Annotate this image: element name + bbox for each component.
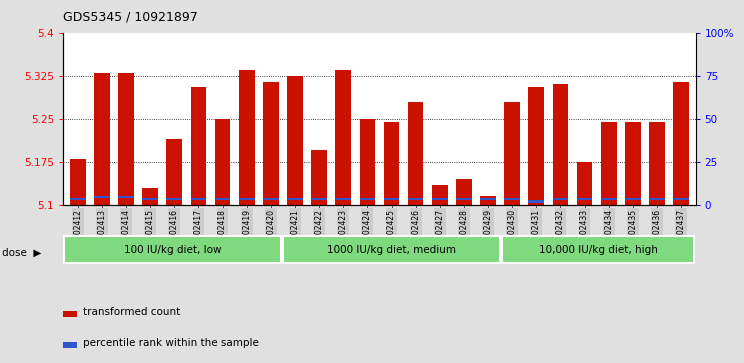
- Bar: [553, 198, 568, 200]
- Bar: [577, 198, 592, 200]
- Bar: [432, 198, 448, 200]
- Bar: [359, 119, 375, 205]
- Bar: [601, 122, 617, 205]
- Bar: [167, 198, 182, 200]
- Bar: [650, 198, 665, 200]
- Bar: [336, 198, 351, 200]
- Bar: [239, 70, 254, 205]
- Bar: [142, 198, 158, 200]
- Bar: [601, 198, 617, 200]
- Bar: [142, 188, 158, 205]
- Bar: [190, 198, 206, 200]
- FancyBboxPatch shape: [65, 236, 281, 264]
- Text: transformed count: transformed count: [83, 307, 181, 317]
- Bar: [432, 185, 448, 205]
- Bar: [408, 198, 423, 200]
- Bar: [63, 311, 77, 317]
- FancyBboxPatch shape: [502, 236, 694, 264]
- Bar: [673, 82, 689, 205]
- Bar: [118, 196, 134, 198]
- Bar: [63, 342, 77, 348]
- Bar: [528, 87, 544, 205]
- Text: dose  ▶: dose ▶: [2, 247, 42, 257]
- Bar: [94, 196, 109, 198]
- Text: percentile rank within the sample: percentile rank within the sample: [83, 338, 260, 348]
- Bar: [118, 73, 134, 205]
- Bar: [359, 198, 375, 200]
- Bar: [287, 198, 303, 200]
- Bar: [504, 198, 520, 200]
- Bar: [456, 179, 472, 205]
- Text: 1000 IU/kg diet, medium: 1000 IU/kg diet, medium: [327, 245, 456, 254]
- Bar: [336, 70, 351, 205]
- Bar: [384, 198, 400, 200]
- Bar: [287, 76, 303, 205]
- Bar: [456, 198, 472, 200]
- Bar: [263, 198, 279, 200]
- Bar: [625, 122, 641, 205]
- Bar: [311, 198, 327, 200]
- Bar: [94, 73, 109, 205]
- FancyBboxPatch shape: [283, 236, 500, 264]
- Bar: [480, 198, 496, 200]
- Text: 100 IU/kg diet, low: 100 IU/kg diet, low: [124, 245, 222, 254]
- Bar: [215, 119, 231, 205]
- Bar: [673, 198, 689, 200]
- Bar: [70, 198, 86, 200]
- Bar: [190, 87, 206, 205]
- Bar: [384, 122, 400, 205]
- Bar: [263, 82, 279, 205]
- Bar: [625, 198, 641, 200]
- Bar: [577, 162, 592, 205]
- Bar: [504, 102, 520, 205]
- Bar: [70, 159, 86, 205]
- Bar: [553, 84, 568, 205]
- Bar: [311, 151, 327, 205]
- Text: 10,000 IU/kg diet, high: 10,000 IU/kg diet, high: [539, 245, 658, 254]
- Bar: [239, 198, 254, 200]
- Bar: [528, 200, 544, 203]
- Text: GDS5345 / 10921897: GDS5345 / 10921897: [63, 11, 198, 24]
- Bar: [650, 122, 665, 205]
- Bar: [167, 139, 182, 205]
- Bar: [215, 198, 231, 200]
- Bar: [480, 196, 496, 205]
- Bar: [408, 102, 423, 205]
